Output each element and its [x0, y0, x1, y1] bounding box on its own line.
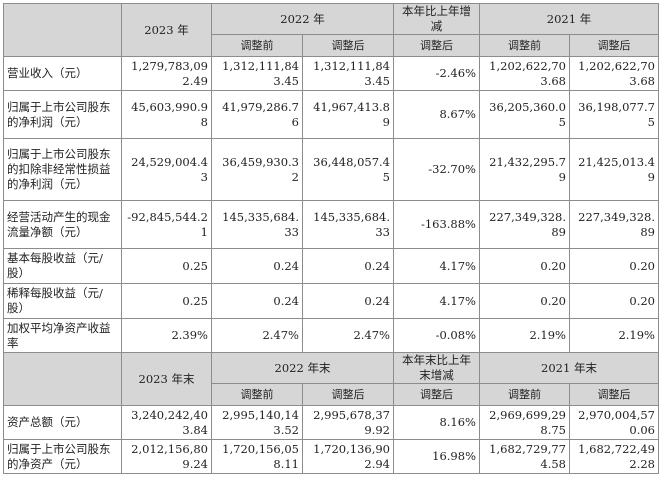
- value-2022-before: 145,335,684.33: [211, 200, 303, 249]
- header-change: 本年比上年增减: [393, 3, 480, 35]
- table-row: 归属于上市公司股东的净利润（元） 45,603,990.98 41,979,28…: [3, 90, 659, 139]
- header-2021-end: 2021 年末: [479, 352, 659, 384]
- value-2021-after: 227,349,328.89: [569, 200, 659, 249]
- income-header-row-1: 2023 年 2022 年 本年比上年增减 2021 年: [3, 3, 659, 57]
- value-2021-before: 0.20: [479, 248, 570, 284]
- value-2021-after: 1,202,622,703.68: [569, 56, 659, 91]
- row-label: 稀释每股收益（元/股）: [3, 283, 122, 319]
- header-2023-end: 2023 年末: [121, 352, 212, 406]
- value-change: 8.16%: [393, 405, 480, 440]
- balance-header-row-1: 2023 年末 2022 年末 本年末比上年末增减 2021 年末: [3, 352, 659, 406]
- value-2021-before: 2,969,699,298.75: [479, 405, 570, 440]
- value-2022-before: 0.24: [211, 283, 303, 319]
- value-2023: 24,529,004.43: [121, 138, 212, 201]
- header-2022-before: 调整前: [211, 34, 303, 57]
- header-change-after: 调整后: [393, 34, 480, 57]
- income-header-row-2: 调整前 调整后 调整后 调整前 调整后: [4, 34, 659, 57]
- header-2022: 2022 年: [211, 3, 394, 35]
- value-change: 4.17%: [393, 283, 480, 319]
- value-2022-before: 1,312,111,843.45: [211, 56, 303, 91]
- header-2023: 2023 年: [121, 3, 212, 57]
- header-empty-cell: [3, 352, 122, 406]
- table-row: 归属于上市公司股东的扣除非经常性损益的净利润（元） 24,529,004.43 …: [3, 138, 659, 201]
- value-2022-before: 1,720,156,058.11: [211, 439, 303, 474]
- header-2021-before: 调整前: [479, 34, 570, 57]
- value-2022-before: 0.24: [211, 248, 303, 284]
- value-2021-after: 2.19%: [569, 318, 659, 353]
- value-2022-before: 2.47%: [211, 318, 303, 353]
- value-2021-before: 36,205,360.05: [479, 90, 570, 139]
- header-2021-after: 调整后: [569, 34, 659, 57]
- value-change: -0.08%: [393, 318, 480, 353]
- financial-table-container: 2023 年 2022 年 本年比上年增减 2021 年 调整前 调整后 调整后…: [3, 3, 659, 474]
- table-row: 资产总额（元） 3,240,242,403.84 2,995,140,143.5…: [3, 405, 659, 440]
- table-row: 加权平均净资产收益率 2.39% 2.47% 2.47% -0.08% 2.19…: [3, 318, 659, 353]
- value-2021-before: 21,432,295.79: [479, 138, 570, 201]
- value-2022-after: 0.24: [302, 248, 394, 284]
- value-2021-after: 21,425,013.49: [569, 138, 659, 201]
- header-change-after: 调整后: [393, 383, 480, 406]
- value-2022-after: 0.24: [302, 283, 394, 319]
- value-2022-before: 2,995,140,143.52: [211, 405, 303, 440]
- value-2021-before: 0.20: [479, 283, 570, 319]
- value-2021-after: 36,198,077.75: [569, 90, 659, 139]
- value-2021-after: 1,682,722,492.28: [569, 439, 659, 474]
- value-2021-after: 0.20: [569, 283, 659, 319]
- value-2023: 3,240,242,403.84: [121, 405, 212, 440]
- row-label: 归属于上市公司股东的净利润（元）: [3, 90, 122, 139]
- table-row: 稀释每股收益（元/股） 0.25 0.24 0.24 4.17% 0.20 0.…: [3, 283, 659, 319]
- value-2023: 0.25: [121, 248, 212, 284]
- row-label: 加权平均净资产收益率: [3, 318, 122, 353]
- value-change: 16.98%: [393, 439, 480, 474]
- header-2022-end: 2022 年末: [211, 352, 394, 384]
- value-2021-before: 227,349,328.89: [479, 200, 570, 249]
- value-2022-after: 2.47%: [302, 318, 394, 353]
- value-2022-before: 36,459,930.32: [211, 138, 303, 201]
- key-financial-data-table: 2023 年 2022 年 本年比上年增减 2021 年 调整前 调整后 调整后…: [3, 3, 659, 474]
- header-change-end: 本年末比上年末增减: [393, 352, 480, 384]
- header-2022-after: 调整后: [302, 383, 394, 406]
- value-2023: 2.39%: [121, 318, 212, 353]
- row-label: 资产总额（元）: [3, 405, 122, 440]
- header-2021-after: 调整后: [569, 383, 659, 406]
- table-row: 基本每股收益（元/股） 0.25 0.24 0.24 4.17% 0.20 0.…: [3, 248, 659, 284]
- value-change: -2.46%: [393, 56, 480, 91]
- header-2021: 2021 年: [479, 3, 659, 35]
- header-2022-before: 调整前: [211, 383, 303, 406]
- table-row: 归属于上市公司股东的净资产（元） 2,012,156,809.24 1,720,…: [3, 439, 659, 474]
- row-label: 归属于上市公司股东的净资产（元）: [3, 439, 122, 474]
- value-2021-before: 1,682,729,774.58: [479, 439, 570, 474]
- header-empty-cell: [3, 3, 122, 57]
- value-2023: -92,845,544.21: [121, 200, 212, 249]
- row-label: 归属于上市公司股东的扣除非经常性损益的净利润（元）: [3, 138, 122, 201]
- value-2023: 1,279,783,092.49: [121, 56, 212, 91]
- value-2023: 0.25: [121, 283, 212, 319]
- value-2022-after: 1,312,111,843.45: [302, 56, 394, 91]
- value-2021-before: 1,202,622,703.68: [479, 56, 570, 91]
- value-2021-before: 2.19%: [479, 318, 570, 353]
- value-2022-after: 36,448,057.45: [302, 138, 394, 201]
- value-change: -32.70%: [393, 138, 480, 201]
- value-2022-after: 2,995,678,379.92: [302, 405, 394, 440]
- header-2021-before: 调整前: [479, 383, 570, 406]
- value-change: 4.17%: [393, 248, 480, 284]
- row-label: 经营活动产生的现金流量净额（元）: [3, 200, 122, 249]
- value-2021-after: 0.20: [569, 248, 659, 284]
- value-2023: 45,603,990.98: [121, 90, 212, 139]
- value-2022-after: 145,335,684.33: [302, 200, 394, 249]
- value-change: 8.67%: [393, 90, 480, 139]
- row-label: 营业收入（元）: [3, 56, 122, 91]
- table-row: 营业收入（元） 1,279,783,092.49 1,312,111,843.4…: [3, 56, 659, 91]
- value-2021-after: 2,970,004,570.06: [569, 405, 659, 440]
- value-2022-after: 41,967,413.89: [302, 90, 394, 139]
- value-2022-after: 1,720,136,902.94: [302, 439, 394, 474]
- header-2022-after: 调整后: [302, 34, 394, 57]
- table-row: 经营活动产生的现金流量净额（元） -92,845,544.21 145,335,…: [3, 200, 659, 249]
- row-label: 基本每股收益（元/股）: [3, 248, 122, 284]
- value-2023: 2,012,156,809.24: [121, 439, 212, 474]
- value-change: -163.88%: [393, 200, 480, 249]
- value-2022-before: 41,979,286.76: [211, 90, 303, 139]
